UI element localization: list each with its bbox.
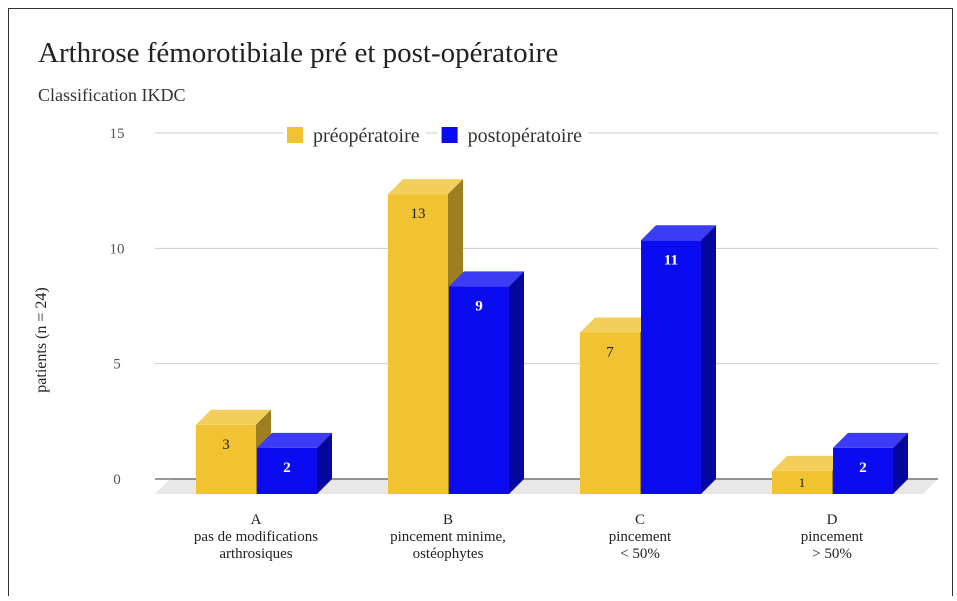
x-tick-label: pincement xyxy=(801,529,864,545)
bar-front xyxy=(641,240,701,494)
x-tick-label: > 50% xyxy=(812,546,852,562)
bar xyxy=(641,225,716,494)
data-label: 3 xyxy=(222,437,230,453)
legend-swatch xyxy=(287,127,303,143)
x-tick-label: arthrosiques xyxy=(219,546,292,562)
bar-side xyxy=(509,271,524,494)
x-tick-label: pincement xyxy=(609,529,672,545)
bar-front xyxy=(580,332,640,494)
y-tick-label: 0 xyxy=(113,472,121,488)
y-tick-label: 5 xyxy=(113,357,121,373)
bar-front xyxy=(257,447,317,494)
x-tick-label: < 50% xyxy=(620,546,660,562)
chart-subtitle: Classification IKDC xyxy=(38,85,185,105)
data-label: 13 xyxy=(411,206,426,222)
legend-bg xyxy=(437,121,589,149)
data-label: 7 xyxy=(606,345,614,361)
bar xyxy=(257,432,332,494)
x-tick-label: ostéophytes xyxy=(413,546,484,562)
data-label: 2 xyxy=(859,460,867,476)
y-axis-label: patients (n = 24) xyxy=(33,287,50,392)
data-label: 9 xyxy=(475,298,483,314)
x-tick-label: A xyxy=(251,512,262,528)
bar-side xyxy=(317,432,332,494)
bar-top xyxy=(641,225,716,241)
legend-label: préopératoire xyxy=(313,125,420,147)
bar-front xyxy=(196,424,256,494)
legend-label: postopératoire xyxy=(468,125,583,147)
bar-top xyxy=(580,317,655,333)
bar-side xyxy=(893,432,908,494)
y-tick-label: 10 xyxy=(110,241,125,257)
bar xyxy=(580,317,655,494)
data-label: 1 xyxy=(799,475,806,490)
bar-front xyxy=(388,194,448,494)
bar-top xyxy=(449,271,524,287)
x-tick-label: B xyxy=(443,512,453,528)
bar-side xyxy=(701,225,716,494)
bar-front xyxy=(772,470,832,494)
data-label: 2 xyxy=(283,460,291,476)
bar-top xyxy=(772,455,847,471)
x-tick-label: pas de modifications xyxy=(194,529,318,545)
bar xyxy=(388,179,463,494)
legend-bg xyxy=(283,121,426,149)
bar-top xyxy=(833,432,908,448)
y-tick-label: 15 xyxy=(110,126,125,142)
legend-swatch xyxy=(441,127,458,143)
bar xyxy=(449,271,524,494)
bar-top xyxy=(257,432,332,448)
bar-top xyxy=(388,179,463,195)
data-label: 11 xyxy=(664,252,678,268)
chart-title: Arthrose fémorotibiale pré et post-opéra… xyxy=(38,37,558,69)
bar-top xyxy=(196,409,271,425)
x-tick-label: pincement minime, xyxy=(390,529,506,545)
bar-front xyxy=(449,286,509,494)
floor xyxy=(155,479,938,494)
x-tick-label: C xyxy=(635,512,645,528)
x-tick-label: D xyxy=(827,512,838,528)
bar xyxy=(833,432,908,494)
bar-front xyxy=(833,447,893,494)
